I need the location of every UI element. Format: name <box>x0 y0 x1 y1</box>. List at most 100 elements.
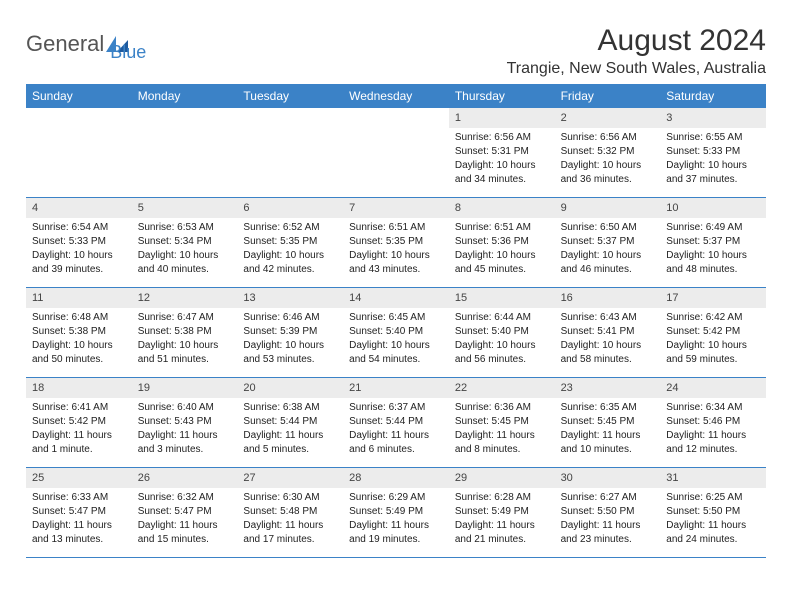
sunset-text: Sunset: 5:35 PM <box>349 235 443 248</box>
daylight-text: Daylight: 11 hours <box>561 429 655 442</box>
daylight-text: and 43 minutes. <box>349 263 443 276</box>
day-details: Sunrise: 6:27 AMSunset: 5:50 PMDaylight:… <box>555 488 661 553</box>
sunset-text: Sunset: 5:33 PM <box>666 145 760 158</box>
month-title: August 2024 <box>507 24 766 58</box>
sunset-text: Sunset: 5:46 PM <box>666 415 760 428</box>
calendar-cell: 10Sunrise: 6:49 AMSunset: 5:37 PMDayligh… <box>660 198 766 288</box>
sunrise-text: Sunrise: 6:46 AM <box>243 311 337 324</box>
sunrise-text: Sunrise: 6:54 AM <box>32 221 126 234</box>
sunset-text: Sunset: 5:38 PM <box>32 325 126 338</box>
day-details: Sunrise: 6:43 AMSunset: 5:41 PMDaylight:… <box>555 308 661 373</box>
sunset-text: Sunset: 5:32 PM <box>561 145 655 158</box>
daylight-text: Daylight: 11 hours <box>138 519 232 532</box>
sunrise-text: Sunrise: 6:51 AM <box>455 221 549 234</box>
day-number: 25 <box>26 468 132 488</box>
sunset-text: Sunset: 5:48 PM <box>243 505 337 518</box>
day-details: Sunrise: 6:37 AMSunset: 5:44 PMDaylight:… <box>343 398 449 463</box>
logo: General Blue <box>26 24 146 63</box>
sunrise-text: Sunrise: 6:48 AM <box>32 311 126 324</box>
day-number: 23 <box>555 378 661 398</box>
day-number: 13 <box>237 288 343 308</box>
day-details: Sunrise: 6:42 AMSunset: 5:42 PMDaylight:… <box>660 308 766 373</box>
sunrise-text: Sunrise: 6:34 AM <box>666 401 760 414</box>
day-number: 8 <box>449 198 555 218</box>
sunset-text: Sunset: 5:45 PM <box>561 415 655 428</box>
day-number: 7 <box>343 198 449 218</box>
day-details: Sunrise: 6:33 AMSunset: 5:47 PMDaylight:… <box>26 488 132 553</box>
sunset-text: Sunset: 5:41 PM <box>561 325 655 338</box>
sunset-text: Sunset: 5:37 PM <box>666 235 760 248</box>
sunrise-text: Sunrise: 6:37 AM <box>349 401 443 414</box>
sunrise-text: Sunrise: 6:32 AM <box>138 491 232 504</box>
sunset-text: Sunset: 5:50 PM <box>666 505 760 518</box>
day-number: 20 <box>237 378 343 398</box>
day-number: 29 <box>449 468 555 488</box>
daylight-text: and 17 minutes. <box>243 533 337 546</box>
day-number: 1 <box>449 108 555 128</box>
calendar-cell: 11Sunrise: 6:48 AMSunset: 5:38 PMDayligh… <box>26 288 132 378</box>
day-details: Sunrise: 6:56 AMSunset: 5:31 PMDaylight:… <box>449 128 555 193</box>
day-details: Sunrise: 6:55 AMSunset: 5:33 PMDaylight:… <box>660 128 766 193</box>
sunrise-text: Sunrise: 6:36 AM <box>455 401 549 414</box>
day-details: Sunrise: 6:53 AMSunset: 5:34 PMDaylight:… <box>132 218 238 283</box>
daylight-text: and 15 minutes. <box>138 533 232 546</box>
sunset-text: Sunset: 5:42 PM <box>32 415 126 428</box>
sunrise-text: Sunrise: 6:45 AM <box>349 311 443 324</box>
daylight-text: and 58 minutes. <box>561 353 655 366</box>
day-details: Sunrise: 6:47 AMSunset: 5:38 PMDaylight:… <box>132 308 238 373</box>
daylight-text: Daylight: 10 hours <box>561 339 655 352</box>
calendar-cell: 21Sunrise: 6:37 AMSunset: 5:44 PMDayligh… <box>343 378 449 468</box>
day-details: Sunrise: 6:35 AMSunset: 5:45 PMDaylight:… <box>555 398 661 463</box>
daylight-text: and 48 minutes. <box>666 263 760 276</box>
daylight-text: Daylight: 11 hours <box>349 429 443 442</box>
calendar-cell: 18Sunrise: 6:41 AMSunset: 5:42 PMDayligh… <box>26 378 132 468</box>
day-number: 19 <box>132 378 238 398</box>
sunset-text: Sunset: 5:37 PM <box>561 235 655 248</box>
day-details: Sunrise: 6:48 AMSunset: 5:38 PMDaylight:… <box>26 308 132 373</box>
calendar-cell: 22Sunrise: 6:36 AMSunset: 5:45 PMDayligh… <box>449 378 555 468</box>
daylight-text: Daylight: 11 hours <box>561 519 655 532</box>
calendar-cell: 8Sunrise: 6:51 AMSunset: 5:36 PMDaylight… <box>449 198 555 288</box>
daylight-text: and 23 minutes. <box>561 533 655 546</box>
calendar-cell: 16Sunrise: 6:43 AMSunset: 5:41 PMDayligh… <box>555 288 661 378</box>
weekday-label: Sunday <box>26 84 132 108</box>
calendar-cell: 27Sunrise: 6:30 AMSunset: 5:48 PMDayligh… <box>237 468 343 558</box>
calendar-cell <box>26 108 132 198</box>
day-details: Sunrise: 6:44 AMSunset: 5:40 PMDaylight:… <box>449 308 555 373</box>
calendar-cell: 24Sunrise: 6:34 AMSunset: 5:46 PMDayligh… <box>660 378 766 468</box>
daylight-text: and 53 minutes. <box>243 353 337 366</box>
logo-text-general: General <box>26 31 104 57</box>
daylight-text: Daylight: 11 hours <box>455 519 549 532</box>
daylight-text: and 56 minutes. <box>455 353 549 366</box>
daylight-text: Daylight: 10 hours <box>666 249 760 262</box>
daylight-text: and 24 minutes. <box>666 533 760 546</box>
daylight-text: and 3 minutes. <box>138 443 232 456</box>
daylight-text: Daylight: 10 hours <box>561 159 655 172</box>
sunrise-text: Sunrise: 6:44 AM <box>455 311 549 324</box>
calendar-cell: 26Sunrise: 6:32 AMSunset: 5:47 PMDayligh… <box>132 468 238 558</box>
calendar-cell <box>237 108 343 198</box>
day-details: Sunrise: 6:40 AMSunset: 5:43 PMDaylight:… <box>132 398 238 463</box>
calendar-cell: 3Sunrise: 6:55 AMSunset: 5:33 PMDaylight… <box>660 108 766 198</box>
daylight-text: Daylight: 10 hours <box>243 249 337 262</box>
daylight-text: and 8 minutes. <box>455 443 549 456</box>
daylight-text: and 1 minute. <box>32 443 126 456</box>
daylight-text: and 10 minutes. <box>561 443 655 456</box>
calendar-body: 1Sunrise: 6:56 AMSunset: 5:31 PMDaylight… <box>26 108 766 558</box>
weekday-label: Thursday <box>449 84 555 108</box>
day-number: 18 <box>26 378 132 398</box>
day-details: Sunrise: 6:38 AMSunset: 5:44 PMDaylight:… <box>237 398 343 463</box>
calendar-cell: 23Sunrise: 6:35 AMSunset: 5:45 PMDayligh… <box>555 378 661 468</box>
title-block: August 2024 Trangie, New South Wales, Au… <box>507 24 766 78</box>
daylight-text: and 6 minutes. <box>349 443 443 456</box>
day-number: 6 <box>237 198 343 218</box>
sunset-text: Sunset: 5:44 PM <box>349 415 443 428</box>
daylight-text: and 12 minutes. <box>666 443 760 456</box>
calendar-cell: 12Sunrise: 6:47 AMSunset: 5:38 PMDayligh… <box>132 288 238 378</box>
calendar-cell: 20Sunrise: 6:38 AMSunset: 5:44 PMDayligh… <box>237 378 343 468</box>
sunset-text: Sunset: 5:44 PM <box>243 415 337 428</box>
day-details: Sunrise: 6:36 AMSunset: 5:45 PMDaylight:… <box>449 398 555 463</box>
calendar-cell: 2Sunrise: 6:56 AMSunset: 5:32 PMDaylight… <box>555 108 661 198</box>
day-details: Sunrise: 6:28 AMSunset: 5:49 PMDaylight:… <box>449 488 555 553</box>
day-number: 5 <box>132 198 238 218</box>
